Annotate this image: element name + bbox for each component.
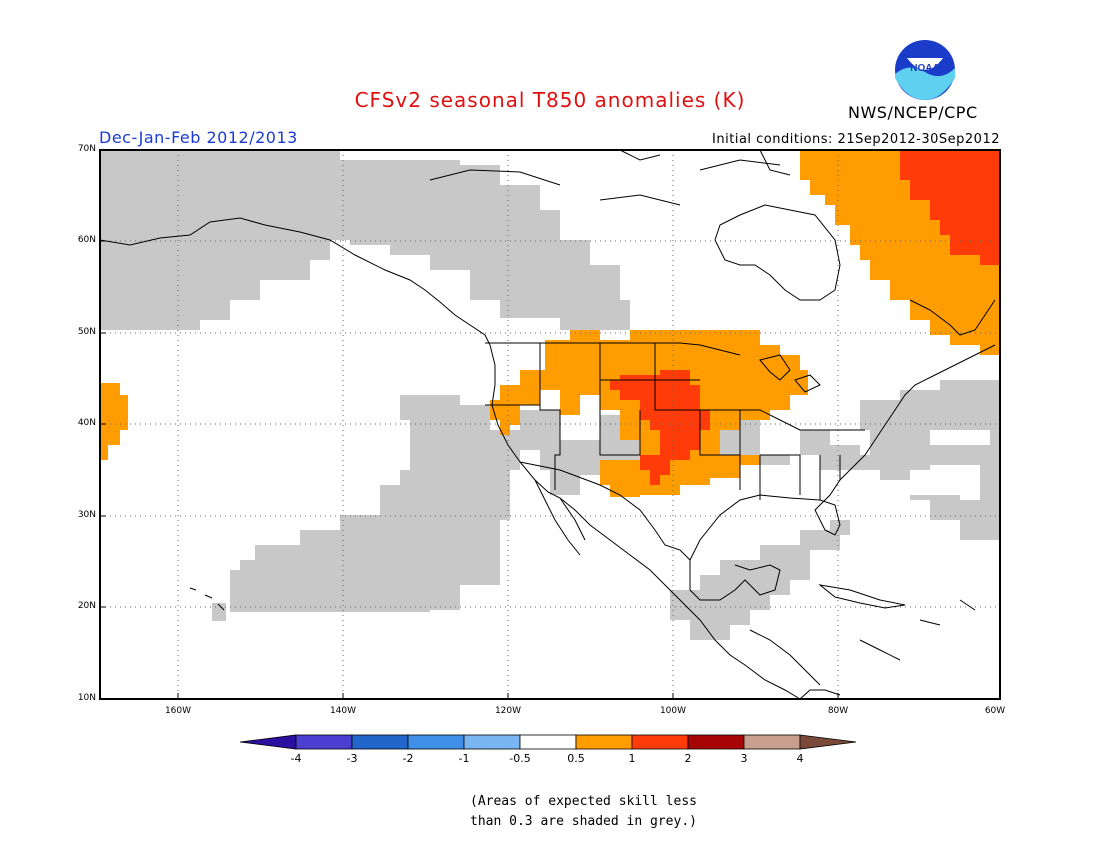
colorbar-segment — [519, 734, 577, 750]
skill-note-line1: (Areas of expected skill less — [470, 794, 697, 809]
atlantic-white-holes — [910, 430, 990, 500]
lat-label: 50N — [77, 327, 96, 337]
logo-text: NOAA — [910, 63, 939, 74]
coastlines — [99, 149, 996, 700]
initial-conditions: Initial conditions: 21Sep2012-30Sep2012 — [712, 132, 1000, 147]
lon-label: 100W — [659, 706, 687, 716]
colorbar-label: 1 — [628, 752, 636, 765]
season-label: Dec-Jan-Feb 2012/2013 — [99, 128, 298, 147]
colorbar-segment — [743, 734, 801, 750]
lon-label: 80W — [827, 706, 849, 716]
skill-note: (Areas of expected skill less than 0.3 a… — [470, 792, 697, 832]
colorbar-label: 0.5 — [567, 752, 585, 765]
lat-label: 60N — [77, 235, 96, 245]
noaa-logo: NOAA — [893, 38, 957, 106]
tick-marks — [100, 149, 839, 699]
colorbar-arrow-right — [799, 734, 857, 750]
lat-label: 40N — [77, 418, 96, 428]
colorbar-segment — [575, 734, 633, 750]
colorbar-segment — [631, 734, 689, 750]
lon-label: 120W — [494, 706, 522, 716]
colorbar-label: 2 — [684, 752, 692, 765]
agency-label: NWS/NCEP/CPC — [848, 103, 978, 122]
colorbar-label: 4 — [796, 752, 804, 765]
colorbar — [239, 734, 857, 750]
colorbar-segment — [687, 734, 745, 750]
warm-anomaly-1-2K — [610, 150, 1000, 485]
colorbar-label: 3 — [740, 752, 748, 765]
skill-note-line2: than 0.3 are shaded in grey.) — [470, 814, 697, 829]
colorbar-segment — [351, 734, 409, 750]
colorbar-label: -3 — [346, 752, 358, 765]
chart-title: CFSv2 seasonal T850 anomalies (K) — [354, 88, 746, 112]
colorbar-label: -1 — [458, 752, 470, 765]
colorbar-segment — [407, 734, 465, 750]
colorbar-segment — [463, 734, 521, 750]
colorbar-segment — [295, 734, 353, 750]
graticule — [100, 150, 1000, 699]
lat-label: 20N — [77, 601, 96, 611]
lon-label: 140W — [329, 706, 357, 716]
colorbar-label: -2 — [402, 752, 414, 765]
lat-label: 10N — [77, 693, 96, 703]
lon-label: 60W — [984, 706, 1006, 716]
colorbar-label: -0.5 — [509, 752, 531, 765]
lat-label: 70N — [77, 144, 96, 154]
lat-label: 30N — [77, 510, 96, 520]
colorbar-arrow-left — [239, 734, 297, 750]
colorbar-label: -4 — [290, 752, 302, 765]
lon-label: 160W — [164, 706, 192, 716]
